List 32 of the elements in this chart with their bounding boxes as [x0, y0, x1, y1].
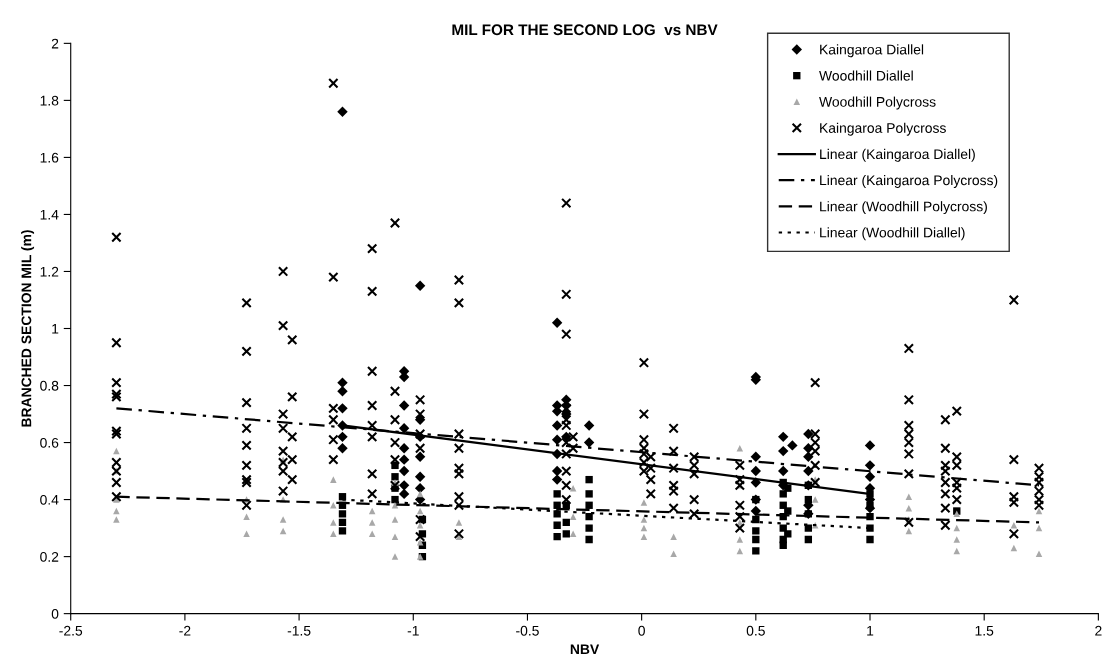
y-tick-label: 1.4: [40, 209, 59, 220]
x-tick-label: 2: [1095, 625, 1102, 636]
y-tick-label: 1: [52, 323, 59, 334]
x-axis-title: NBV: [570, 644, 600, 655]
legend-label: Linear (Kaingaroa Diallel): [820, 148, 975, 162]
y-tick-label: 1.8: [40, 95, 59, 106]
y-tick-label: 1.2: [40, 266, 59, 277]
y-tick-label: 0.4: [40, 494, 59, 505]
x-tick-label: 1: [867, 625, 874, 636]
legend-label: Woodhill Polycross: [819, 96, 936, 110]
y-tick-label: 0.8: [40, 380, 59, 391]
x-tick-label: -2: [179, 625, 191, 636]
legend-label: Linear (Woodhill Diallel): [820, 227, 965, 241]
x-tick-label: 0: [638, 625, 645, 636]
y-tick-label: 1.6: [40, 152, 59, 163]
x-tick-label: -2.5: [59, 625, 83, 636]
legend-label: Woodhill Diallel: [819, 70, 913, 81]
chart-title: MIL FOR THE SECOND LOG vs NBV: [452, 24, 718, 36]
x-tick-label: 0.5: [746, 625, 765, 636]
x-tick-label: 1.5: [975, 625, 994, 636]
y-tick-label: 2: [51, 38, 59, 49]
x-tick-label: -1.5: [287, 625, 311, 636]
legend-label: Linear (Kaingaroa Polycross): [820, 175, 998, 188]
y-tick-label: 0: [51, 608, 59, 619]
x-tick-label: -1: [407, 625, 419, 636]
y-axis-title: BRANCHED SECTION MIL (m): [21, 230, 35, 427]
legend-label: Linear (Woodhill Polycross): [820, 201, 987, 215]
x-tick-label: -0.5: [516, 625, 539, 636]
y-tick-label: 0.6: [40, 437, 59, 448]
legend-label: Kaingaroa Polycross: [820, 122, 946, 136]
legend-label: Kaingaroa Diallel: [820, 44, 924, 58]
y-tick-label: 0.2: [40, 551, 59, 562]
